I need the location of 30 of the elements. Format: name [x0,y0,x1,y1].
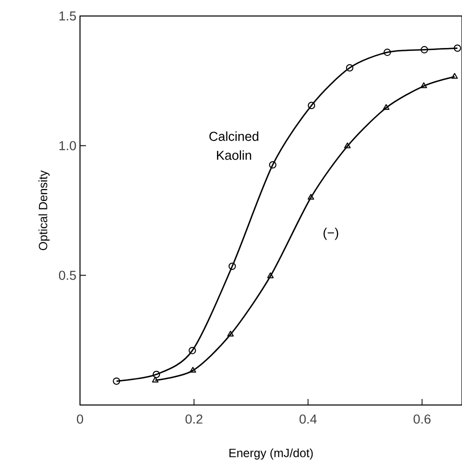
x-tick-label: 0.4 [300,414,317,424]
series-label: Calcined Kaolin [209,131,258,160]
point [344,142,351,148]
point [308,194,314,200]
point [346,64,354,72]
point [308,102,316,110]
y-tick-label: 1.0 [59,141,76,150]
x-tick-label: 0.2 [186,414,202,424]
point [454,44,462,52]
point [267,272,274,278]
point [227,330,234,337]
point [228,262,236,270]
point [420,46,428,54]
y-axis-title: Optical Density [38,170,50,250]
point [190,366,196,373]
point [420,82,428,88]
point [269,161,276,169]
point [384,48,391,56]
point [382,104,390,110]
x-axis-title: Energy (mJ/dot) [229,448,313,460]
point [112,377,120,385]
y-tick-label: 0.5 [58,270,76,280]
point [451,72,458,79]
x-tick-label: 0 [76,414,84,424]
series-label: (−) [324,228,338,240]
y-tick-label: 1.5 [59,11,76,21]
point [152,370,160,378]
x-tick-label: 0.6 [414,414,431,424]
point [188,346,196,354]
point [152,376,159,382]
